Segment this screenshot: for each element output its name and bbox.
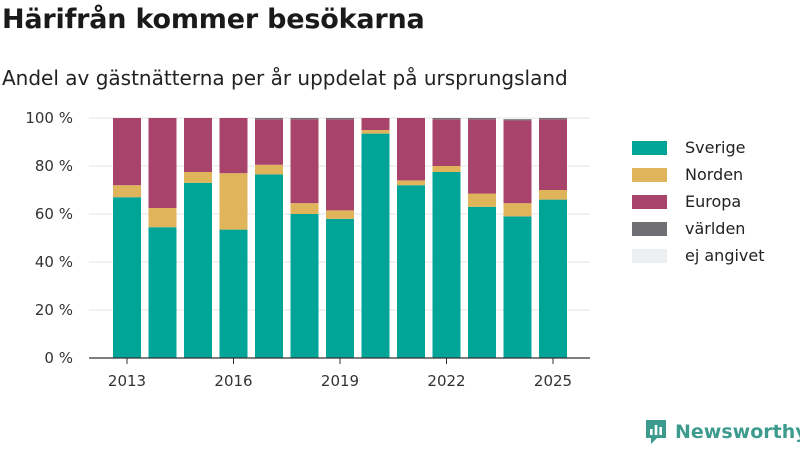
bar-segment (148, 227, 177, 358)
legend-label: Europa (685, 192, 742, 211)
bar-segment (326, 118, 354, 120)
bar-segment (148, 208, 177, 228)
bar-segment (184, 172, 212, 183)
bar-segment (255, 118, 283, 120)
bar-segment (113, 118, 141, 186)
bar-segment (255, 119, 283, 165)
bar-segment (468, 118, 496, 120)
legend-swatch (632, 194, 667, 209)
brand-logo: Newsworthy (644, 418, 800, 446)
bar-segment (432, 166, 461, 172)
bar-segment (255, 164, 283, 175)
bar-segment (539, 190, 567, 200)
bar-segment (503, 120, 532, 204)
bar-segment (432, 118, 461, 120)
chart-subtitle: Andel av gästnätterna per år uppdelat på… (2, 66, 568, 90)
legend-swatch (632, 140, 667, 155)
bar-segment (397, 180, 425, 186)
bar-segment (255, 174, 283, 358)
x-tick-label: 2025 (534, 372, 572, 390)
bar-segment (113, 185, 141, 198)
y-tick-label: 60 % (35, 205, 73, 223)
bar-segment (290, 118, 319, 120)
legend-swatch (632, 167, 667, 182)
bar-segment (468, 206, 496, 358)
bar-segment (539, 119, 567, 190)
legend-swatch (632, 221, 667, 236)
bar-segment (148, 118, 177, 208)
newsworthy-logo-icon (646, 420, 666, 444)
bar-segment (326, 119, 354, 211)
x-tick-label: 2016 (214, 372, 252, 390)
chart-title: Härifrån kommer besökarna (2, 4, 425, 35)
bar-segment (113, 197, 141, 358)
bar-segment (468, 119, 496, 194)
x-tick-label: 2022 (427, 372, 465, 390)
legend-item: Europa (632, 188, 765, 215)
bar-segment (219, 173, 248, 230)
bar-segment (290, 203, 319, 214)
bar-segment (219, 118, 248, 174)
x-tick-label: 2019 (321, 372, 359, 390)
bar-segment (361, 133, 390, 358)
bar-segment (539, 199, 567, 358)
bar-segment (503, 216, 532, 358)
legend-label: världen (685, 219, 746, 238)
bar-segment (361, 118, 390, 130)
legend-label: Norden (685, 165, 744, 184)
bar-segment (397, 118, 425, 181)
bar-segment (432, 172, 461, 358)
brand-name: Newsworthy (675, 421, 800, 443)
legend-item: Sverige (632, 134, 765, 161)
bar-segment (290, 119, 319, 204)
legend-label: ej angivet (685, 246, 765, 265)
bar-segment (184, 182, 212, 358)
bar-segment (184, 118, 212, 172)
y-tick-label: 100 % (25, 109, 73, 127)
bar-segment (397, 185, 425, 358)
bar-segment (361, 130, 390, 134)
bar-segment (539, 118, 567, 120)
legend-label: Sverige (685, 138, 746, 157)
bar-segment (219, 229, 248, 358)
chart-legend: Sverige Norden Europa världen ej angivet (632, 134, 765, 269)
bar-segment (326, 218, 354, 358)
bar-segment (503, 119, 532, 121)
y-tick-label: 80 % (35, 157, 73, 175)
bar-segment (326, 210, 354, 219)
bar-segment (503, 203, 532, 217)
legend-item: Norden (632, 161, 765, 188)
legend-item: världen (632, 215, 765, 242)
x-tick-label: 2013 (108, 372, 146, 390)
bar-segment (290, 214, 319, 358)
legend-item: ej angivet (632, 242, 765, 269)
y-tick-label: 40 % (35, 253, 73, 271)
bar-segment (468, 193, 496, 207)
bar-segment (432, 119, 461, 166)
legend-swatch (632, 248, 667, 263)
y-tick-label: 0 % (44, 349, 73, 367)
y-tick-label: 20 % (35, 301, 73, 319)
